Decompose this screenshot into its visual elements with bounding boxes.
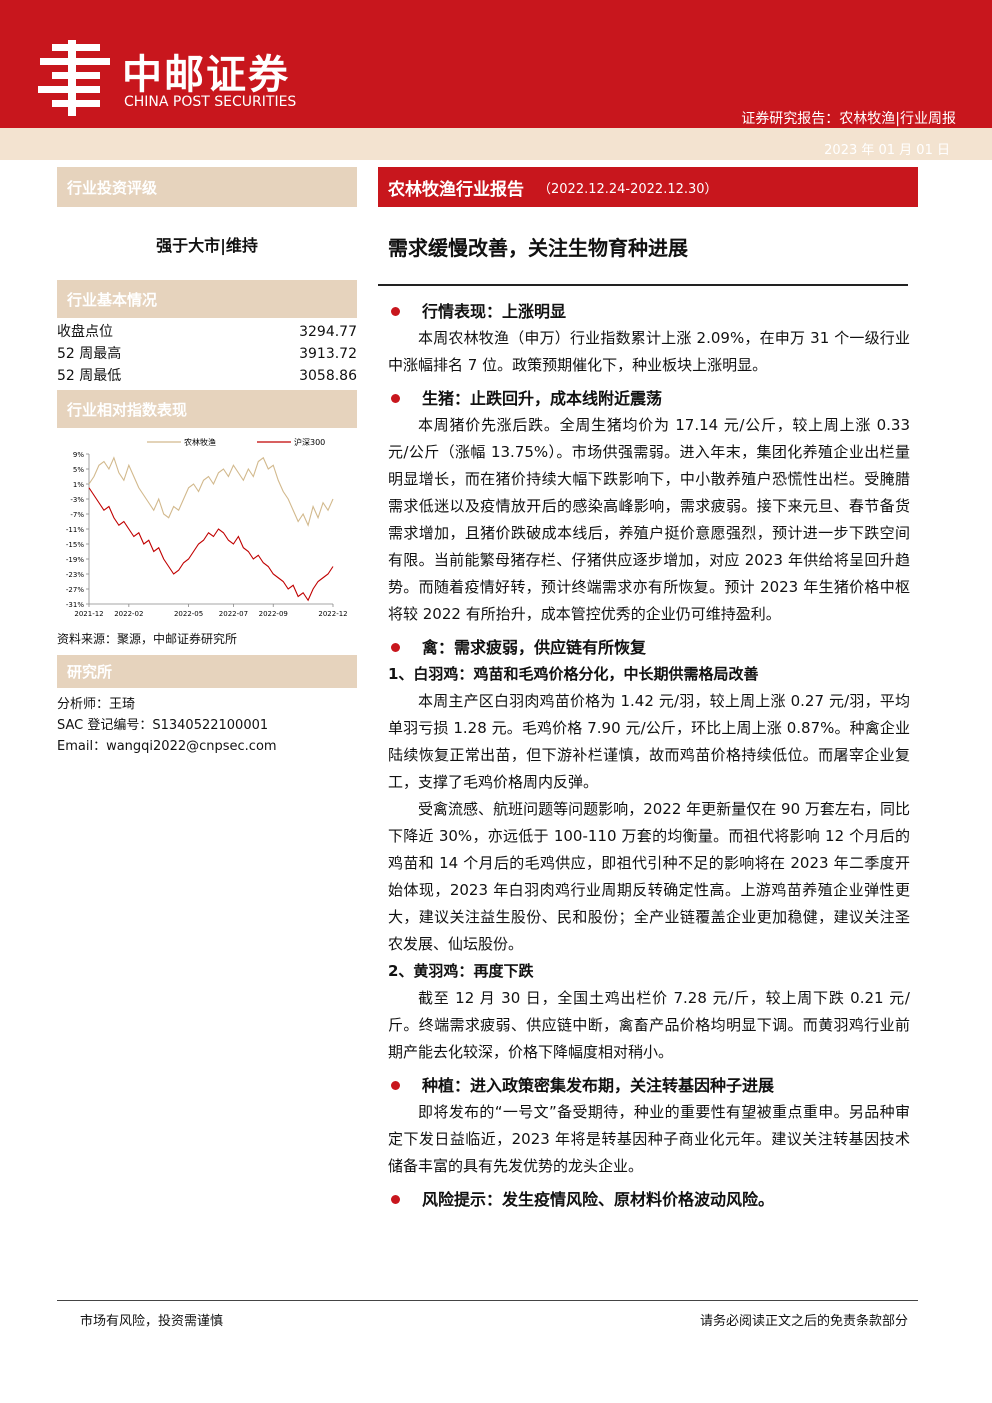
y-tick-label: -27%	[66, 586, 84, 594]
report-title-bar: 农林牧渔行业报告 （2022.12.24-2022.12.30）	[378, 167, 918, 207]
y-tick-label: -11%	[66, 526, 84, 534]
paragraph: 本周主产区白羽肉鸡苗价格为 1.42 元/羽，较上周上涨 0.27 元/羽，平均…	[388, 692, 910, 791]
x-tick-label: 2022-12	[318, 610, 347, 618]
report-period: （2022.12.24-2022.12.30）	[538, 181, 718, 197]
company-name: 中邮证券	[122, 52, 290, 98]
report-date: 2023 年 01 月 01 日	[824, 143, 950, 158]
legend-label: 沪深300	[294, 437, 325, 447]
basics-label: 52 周最高	[57, 346, 122, 362]
paragraph: 本周猪价先涨后跌。全周生猪均价为 17.14 元/公斤，较上周上涨 0.33 元…	[388, 416, 910, 623]
basics-label: 52 周最低	[57, 368, 122, 384]
subheading: 2、黄羽鸡：再度下跌	[388, 962, 534, 980]
section-heading: 行情表现：上涨明显	[388, 298, 910, 325]
source: 资料来源：聚源，中邮证券研究所	[57, 632, 238, 646]
paragraph: 本周农林牧渔（申万）行业指数累计上涨 2.09%，在申万 31 个一级行业中涨幅…	[388, 329, 910, 374]
series-line	[88, 487, 334, 602]
logo-mark	[38, 40, 110, 116]
headline: 需求缓慢改善，关注生物育种进展	[388, 236, 688, 260]
header-strip	[0, 128, 992, 160]
main-body: 行情表现：上涨明显本周农林牧渔（申万）行业指数累计上涨 2.09%，在申万 31…	[388, 292, 910, 1213]
paragraph: 即将发布的“一号文”备受期待，种业的重要性有望被重点重申。另品种审定下发日益临近…	[388, 1103, 910, 1175]
basics-row: 收盘点位 3294.77	[57, 321, 357, 343]
analyst-line: 分析师：王琦	[57, 697, 136, 712]
series-line	[88, 456, 334, 527]
index-chart: 9% 5% 1% -3% -7% -11% -15% -19% -23% -27% -31%2021…	[66, 437, 347, 618]
rule	[378, 284, 908, 286]
footer-left: 市场有风险，投资需谨慎	[80, 1314, 224, 1329]
header-band	[0, 0, 992, 128]
y-tick-label: 5%	[73, 466, 84, 474]
paragraph: 受禽流感、航班问题等问题影响，2022 年更新量仅在 90 万套左右，同比下降近…	[388, 800, 910, 953]
basics-row: 52 周最低 3058.86	[57, 365, 357, 387]
basics-value: 3913.72	[299, 346, 357, 362]
analyst-line: SAC 登记编号：S1340522100001	[57, 718, 269, 733]
y-tick-label: -15%	[66, 541, 84, 549]
report-type: 证券研究报告：农林牧渔|行业周报	[741, 111, 956, 127]
x-tick-label: 2021-12	[74, 610, 103, 618]
y-tick-label: -19%	[66, 556, 84, 564]
x-tick-label: 2022-07	[219, 610, 248, 618]
y-tick-label: 1%	[73, 481, 84, 489]
basics-value: 3294.77	[299, 324, 357, 340]
analyst-line: Email：wangqi2022@cnpsec.com	[57, 739, 277, 754]
section-heading: 生猪：止跌回升，成本线附近震荡	[388, 385, 910, 412]
institute-title: 研究所	[57, 655, 357, 688]
rating: 强于大市|维持	[156, 236, 258, 255]
footer-rule	[57, 1300, 918, 1301]
y-tick-label: -23%	[66, 571, 84, 579]
analyst-info: 分析师：王琦 SAC 登记编号：S1340522100001 Email：wangq…	[57, 694, 357, 757]
legend-label: 农林牧渔	[184, 437, 216, 447]
chart-title: 行业相对指数表现	[57, 390, 357, 428]
footer-right: 请务必阅读正文之后的免责条款部分	[699, 1314, 908, 1329]
subheading: 1、白羽鸡：鸡苗和毛鸡价格分化，中长期供需格局改善	[388, 665, 759, 683]
y-tick-label: 9%	[73, 451, 84, 459]
section-heading: 禽：需求疲弱，供应链有所恢复	[388, 634, 910, 661]
basics-label: 收盘点位	[57, 324, 113, 340]
rating-title: 行业投资评级	[57, 167, 357, 207]
y-tick-label: -7%	[70, 511, 84, 519]
x-tick-label: 2022-02	[114, 610, 143, 618]
company-name-en: CHINA POST SECURITIES	[124, 94, 297, 110]
basics-title: 行业基本情况	[57, 280, 357, 318]
y-tick-label: -31%	[66, 601, 84, 609]
section-heading: 风险提示：发生疫情风险、原材料价格波动风险。	[388, 1186, 910, 1213]
x-tick-label: 2022-05	[174, 610, 203, 618]
report-title: 农林牧渔行业报告	[388, 179, 524, 200]
section-heading: 种植：进入政策密集发布期，关注转基因种子进展	[388, 1072, 910, 1099]
basics-row: 52 周最高 3913.72	[57, 343, 357, 365]
basics-table: 收盘点位 3294.77 52 周最高 3913.72 52 周最低 3058.86	[57, 321, 357, 387]
basics-value: 3058.86	[299, 368, 357, 384]
paragraph: 截至 12 月 30 日，全国土鸡出栏价 7.28 元/斤，较上周下跌 0.21…	[388, 989, 910, 1061]
x-tick-label: 2022-09	[259, 610, 288, 618]
y-tick-label: -3%	[70, 496, 84, 504]
